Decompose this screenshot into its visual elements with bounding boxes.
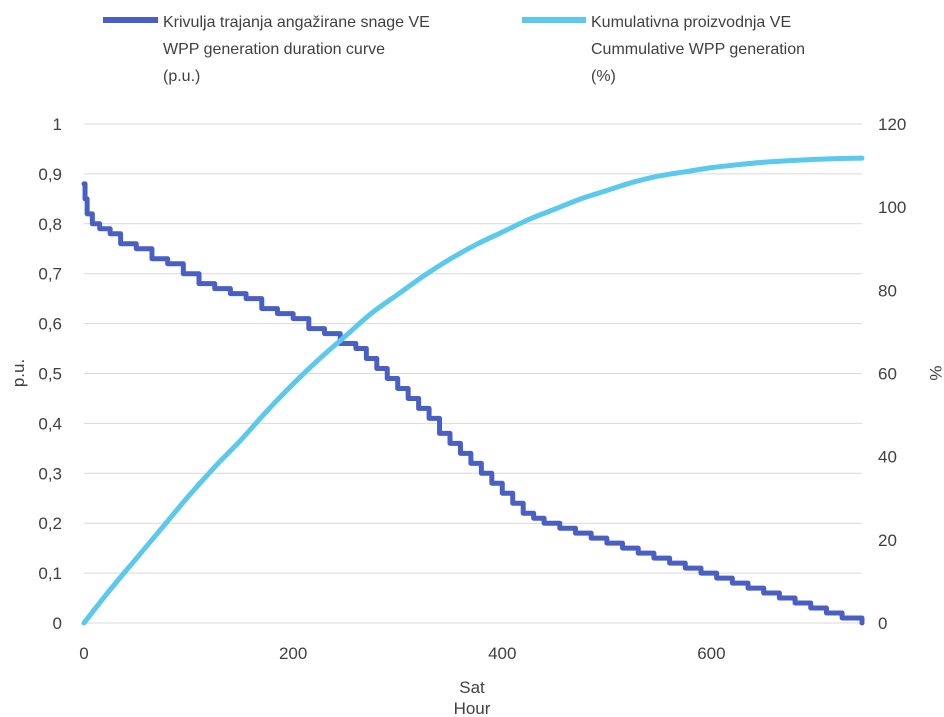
- left-tick-label: 0,4: [38, 414, 62, 433]
- legend-entry-cumulative-generation: Kumulativna proizvodnja VE Cummulative W…: [522, 14, 805, 85]
- legend: Krivulja trajanja angažirane snage VE WP…: [103, 14, 805, 85]
- legend-label-cumulative-generation-line2: Cummulative WPP generation: [591, 41, 805, 58]
- right-tick-label: 20: [878, 531, 897, 550]
- right-tick-label: 120: [878, 115, 906, 134]
- left-tick-label: 0,8: [38, 215, 62, 234]
- right-axis-ticks: 0 20 40 60 80 100 120: [878, 115, 906, 633]
- right-tick-label: 60: [878, 365, 897, 384]
- left-tick-label: 0: [53, 614, 62, 633]
- x-tick-label: 600: [697, 644, 725, 663]
- x-tick-label: 0: [79, 644, 88, 663]
- left-axis-ticks: 0 0,1 0,2 0,3 0,4 0,5 0,6 0,7 0,8 0,9 1: [38, 115, 62, 633]
- legend-entry-duration-curve: Krivulja trajanja angažirane snage VE WP…: [103, 14, 430, 85]
- x-tick-label: 400: [488, 644, 516, 663]
- right-axis-title: %: [926, 365, 944, 380]
- left-tick-label: 0,2: [38, 514, 62, 533]
- series-layer: [81, 155, 865, 626]
- right-tick-label: 0: [878, 614, 887, 633]
- x-axis-ticks: 0 200 400 600: [79, 644, 725, 663]
- left-tick-label: 0,3: [38, 464, 62, 483]
- left-tick-label: 0,7: [38, 265, 62, 284]
- x-tick-label: 200: [279, 644, 307, 663]
- series-line-duration-curve: [81, 181, 865, 626]
- left-tick-label: 0,9: [38, 165, 62, 184]
- x-axis-title-line1: Sat: [459, 678, 485, 697]
- legend-label-cumulative-generation-line1: Kumulativna proizvodnja VE: [591, 14, 791, 31]
- left-axis-title: p.u.: [9, 359, 28, 387]
- left-tick-label: 0,1: [38, 564, 62, 583]
- legend-label-duration-curve-line1: Krivulja trajanja angažirane snage VE: [163, 14, 430, 31]
- left-tick-label: 0,5: [38, 365, 62, 384]
- x-axis-title-line2: Hour: [454, 699, 491, 717]
- right-tick-label: 40: [878, 448, 897, 467]
- series-line-cumulative-generation: [81, 155, 865, 626]
- gridlines: [84, 123, 862, 624]
- right-tick-label: 80: [878, 281, 897, 300]
- left-tick-label: 1: [53, 115, 62, 134]
- legend-label-duration-curve-line2: WPP generation duration curve: [163, 41, 385, 58]
- right-tick-label: 100: [878, 198, 906, 217]
- legend-label-duration-curve-line3: (p.u.): [163, 68, 200, 85]
- legend-label-cumulative-generation-line3: (%): [591, 68, 616, 85]
- left-tick-label: 0,6: [38, 315, 62, 334]
